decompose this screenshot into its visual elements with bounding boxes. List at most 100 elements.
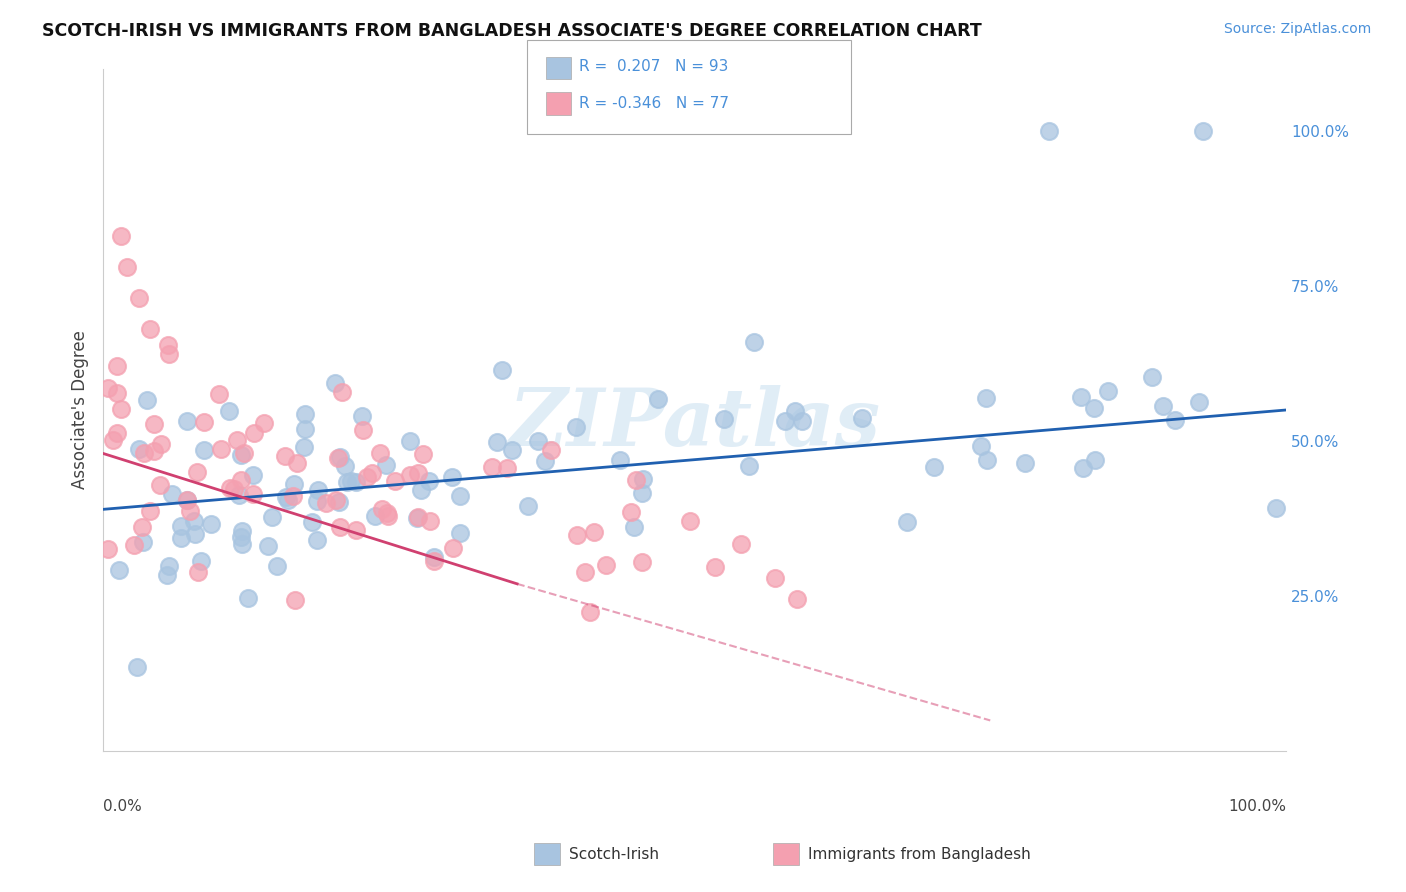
Point (183, 527, 205, 541)
Point (418, 475, 440, 489)
Point (284, 593, 307, 607)
Point (273, 449, 295, 463)
Point (131, 520, 153, 534)
Point (183, 514, 205, 528)
Point (631, 555, 654, 569)
Point (336, 475, 359, 490)
Text: ZIPatlas: ZIPatlas (509, 385, 880, 462)
Point (422, 549, 444, 564)
Point (631, 472, 654, 486)
Point (325, 493, 347, 508)
Point (1164, 413, 1187, 427)
Point (176, 493, 198, 508)
Point (679, 514, 702, 528)
Point (105, 359, 128, 373)
Point (128, 442, 150, 456)
Point (574, 565, 596, 579)
Point (1071, 461, 1094, 475)
Point (344, 523, 367, 537)
Point (730, 537, 752, 551)
Point (176, 414, 198, 428)
Point (896, 515, 918, 529)
Point (579, 605, 602, 619)
Point (160, 486, 183, 500)
Point (516, 499, 538, 513)
Point (107, 385, 129, 400)
Point (326, 450, 349, 465)
Point (330, 384, 353, 399)
Point (786, 591, 808, 606)
Point (440, 469, 463, 483)
Point (350, 409, 373, 423)
Point (323, 376, 346, 391)
Point (179, 504, 201, 518)
Point (371, 501, 394, 516)
Point (1084, 453, 1107, 467)
Point (231, 524, 253, 538)
Point (340, 474, 363, 488)
Text: R =  0.207   N = 93: R = 0.207 N = 93 (579, 59, 728, 74)
Point (783, 404, 806, 418)
Point (976, 452, 998, 467)
Point (253, 416, 276, 430)
Point (127, 660, 149, 674)
Point (260, 510, 283, 524)
Point (423, 554, 446, 568)
Point (534, 454, 557, 468)
Point (527, 434, 550, 449)
Point (266, 559, 288, 574)
Point (1142, 369, 1164, 384)
Point (229, 473, 252, 487)
Point (143, 417, 166, 431)
Point (242, 486, 264, 500)
Point (412, 447, 434, 461)
Point (132, 446, 155, 460)
Point (970, 439, 993, 453)
Text: Immigrants from Bangladesh: Immigrants from Bangladesh (808, 847, 1031, 862)
Y-axis label: Associate's Degree: Associate's Degree (72, 331, 89, 490)
Point (132, 535, 155, 549)
Point (399, 434, 422, 449)
Point (406, 510, 429, 524)
Point (243, 425, 266, 440)
Point (315, 496, 337, 510)
Point (595, 558, 617, 572)
Point (294, 407, 316, 421)
Point (242, 467, 264, 482)
Text: 0.0%: 0.0% (103, 799, 142, 814)
Point (294, 440, 316, 454)
Text: SCOTCH-IRISH VS IMMIGRANTS FROM BANGLADESH ASSOCIATE'S DEGREE CORRELATION CHART: SCOTCH-IRISH VS IMMIGRANTS FROM BANGLADE… (42, 22, 981, 40)
Point (149, 478, 172, 492)
Point (305, 533, 328, 548)
Point (110, 229, 132, 244)
Point (384, 474, 406, 488)
Point (115, 260, 138, 275)
Point (564, 420, 586, 434)
Point (405, 511, 427, 525)
Point (491, 363, 513, 377)
Point (583, 525, 606, 540)
Point (344, 475, 367, 490)
Point (208, 387, 231, 401)
Point (105, 425, 128, 440)
Point (375, 506, 398, 520)
Point (328, 450, 350, 464)
Point (219, 481, 242, 495)
Point (626, 473, 648, 487)
Point (364, 508, 387, 523)
Point (540, 443, 562, 458)
Point (377, 509, 399, 524)
Point (496, 460, 519, 475)
Point (1070, 390, 1092, 404)
Point (398, 467, 420, 482)
Point (356, 470, 378, 484)
Point (218, 404, 240, 418)
Point (283, 477, 305, 491)
Point (170, 519, 193, 533)
Point (139, 322, 162, 336)
Point (110, 401, 132, 416)
Point (1097, 384, 1119, 398)
Point (501, 442, 523, 457)
Point (922, 460, 945, 475)
Point (737, 458, 759, 473)
